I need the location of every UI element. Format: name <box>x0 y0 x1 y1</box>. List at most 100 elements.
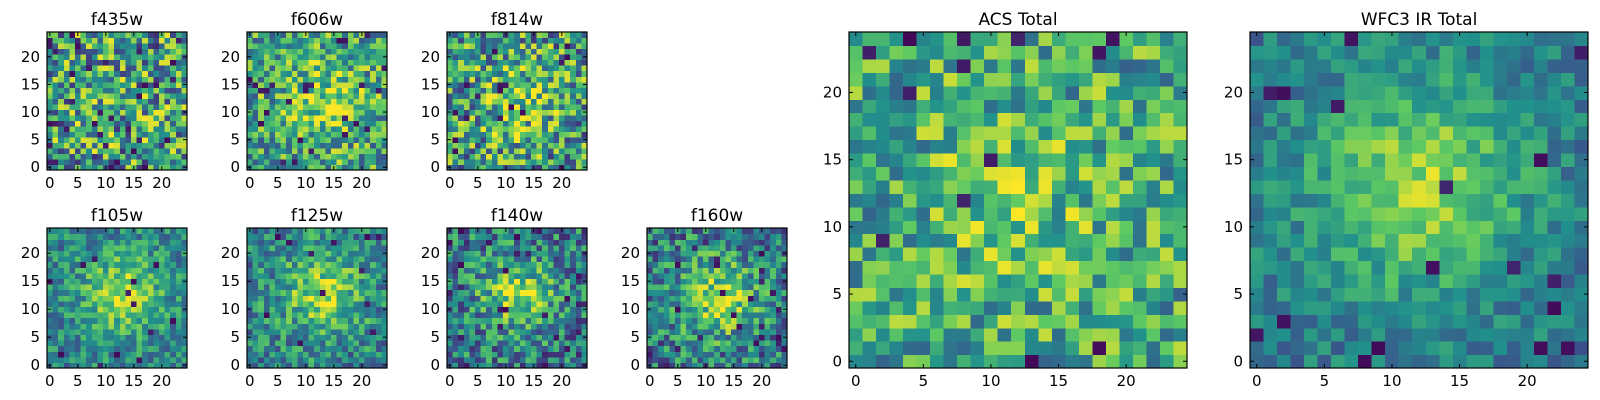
heatmap-cell <box>669 278 676 285</box>
heatmap-cell <box>575 81 582 88</box>
heatmap-cell <box>559 92 566 99</box>
heatmap-cell <box>559 334 566 341</box>
heatmap-cell <box>725 256 732 263</box>
heatmap-cell <box>581 256 588 263</box>
heatmap-cell <box>291 54 298 61</box>
heatmap-cell <box>125 147 132 155</box>
heatmap-cell <box>542 37 549 44</box>
heatmap-cell <box>336 70 343 77</box>
heatmap-cell <box>170 351 177 358</box>
heatmap-cell <box>97 250 104 257</box>
heatmap-cell <box>69 142 76 149</box>
heatmap-cell <box>164 272 171 279</box>
heatmap-cell <box>564 340 571 347</box>
heatmap-cell <box>347 351 354 358</box>
heatmap-cell <box>725 345 732 352</box>
heatmap-cell <box>252 323 259 330</box>
heatmap-cell <box>342 81 349 88</box>
heatmap-cell <box>353 81 360 88</box>
heatmap-cell <box>52 356 59 363</box>
heatmap-cell <box>542 345 549 352</box>
heatmap-cell <box>275 328 282 335</box>
heatmap-cell <box>1065 354 1080 369</box>
heatmap-cell <box>759 233 766 240</box>
heatmap-cell <box>370 267 377 274</box>
heatmap-cell <box>943 193 958 208</box>
heatmap-cell <box>353 65 360 72</box>
heatmap-cell <box>69 295 76 302</box>
heatmap-cell <box>480 362 487 369</box>
heatmap-cell <box>452 323 459 330</box>
heatmap-cell <box>52 164 59 171</box>
heatmap-cell <box>147 267 154 274</box>
heatmap-cell <box>58 103 65 110</box>
heatmap-cell <box>303 340 310 347</box>
heatmap-cell <box>359 92 366 99</box>
heatmap-cell <box>519 81 526 88</box>
heatmap-cell <box>119 267 126 274</box>
heatmap-cell <box>325 244 332 251</box>
heatmap-cell <box>319 81 326 88</box>
heatmap-cell <box>508 142 515 149</box>
heatmap-cell <box>759 244 766 251</box>
heatmap-cell <box>957 341 972 356</box>
heatmap-cell <box>119 250 126 257</box>
heatmap-cell <box>542 87 549 94</box>
heatmap-cell <box>370 136 377 143</box>
heatmap-cell <box>458 289 465 296</box>
heatmap-cell <box>175 153 182 160</box>
heatmap-cell <box>531 284 538 291</box>
heatmap-cell <box>559 48 566 55</box>
heatmap-cell <box>508 32 515 39</box>
heatmap-cell <box>297 65 304 72</box>
heatmap-cell <box>497 43 504 50</box>
heatmap-cell <box>364 356 371 363</box>
heatmap-cell <box>63 250 70 257</box>
heatmap-cell <box>359 345 366 352</box>
heatmap-cell <box>136 147 143 155</box>
heatmap-cell <box>943 260 958 275</box>
heatmap-cell <box>103 120 110 127</box>
heatmap-cell <box>876 314 891 329</box>
heatmap-cell <box>519 306 526 313</box>
heatmap-cell <box>364 153 371 160</box>
heatmap-cell <box>742 244 749 251</box>
heatmap-cell <box>247 351 254 358</box>
heatmap-cell <box>314 284 321 291</box>
heatmap-cell <box>325 356 332 363</box>
heatmap-cell <box>80 233 87 240</box>
heatmap-cell <box>308 131 315 138</box>
heatmap-cell <box>525 351 532 358</box>
heatmap-cell <box>80 81 87 88</box>
heatmap-cell <box>364 48 371 55</box>
heatmap-cell <box>336 43 343 50</box>
heatmap-cell <box>308 228 315 235</box>
heatmap-cell <box>984 220 999 235</box>
heatmap-cell <box>181 233 188 240</box>
heatmap-cell <box>508 153 515 160</box>
heatmap-cell <box>80 158 87 166</box>
heatmap-cell <box>52 125 59 132</box>
heatmap-cell <box>486 317 493 324</box>
heatmap-cell <box>336 142 343 149</box>
x-tick-label: 0 <box>245 372 255 390</box>
heatmap-cell <box>375 76 382 83</box>
heatmap-cell <box>58 306 65 313</box>
heatmap-cell <box>697 312 704 319</box>
heatmap-cell <box>286 65 293 72</box>
heatmap-cell <box>75 267 82 274</box>
heatmap-cell <box>63 261 70 268</box>
heatmap-cell <box>364 120 371 127</box>
heatmap-cell <box>75 261 82 268</box>
heatmap-cell <box>542 59 549 66</box>
heatmap-cell <box>547 131 554 138</box>
heatmap-cell <box>153 244 160 251</box>
heatmap-cell <box>97 340 104 347</box>
heatmap-cell <box>547 284 554 291</box>
heatmap-cell <box>370 300 377 307</box>
heatmap-cell <box>519 103 526 110</box>
heatmap-cell <box>916 300 931 315</box>
heatmap-cell <box>119 334 126 341</box>
heatmap-cell <box>286 142 293 149</box>
heatmap-cell <box>542 98 549 105</box>
